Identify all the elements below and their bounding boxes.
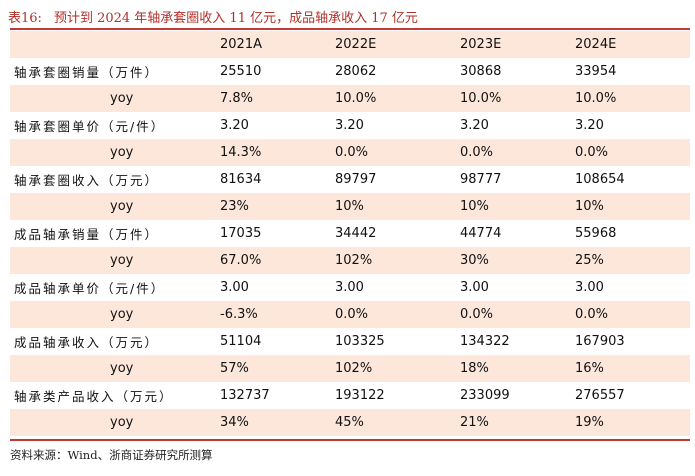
table-cell: 108654 <box>575 172 625 187</box>
table-title-text: 预计到 2024 年轴承套圈收入 11 亿元，成品轴承收入 17 亿元 <box>53 10 418 26</box>
table-cell: 0.0% <box>575 139 690 166</box>
table-row: 轴承套圈销量（万件） 25510 28062 30868 33954 <box>10 58 690 85</box>
row-label: yoy <box>10 247 220 274</box>
table-row: yoy 57% 102% 18% 16% <box>10 355 690 382</box>
table-row: 成品轴承销量（万件） 17035 34442 44774 55968 <box>10 220 690 247</box>
table-cell: 3.00 <box>575 280 604 295</box>
table-cell: 25510 <box>220 64 262 79</box>
row-label: yoy <box>10 85 220 112</box>
table-cell: 25% <box>575 247 690 274</box>
table-cell: 10.0% <box>575 85 690 112</box>
table-cell: 34% <box>220 409 335 436</box>
table-body: 轴承套圈销量（万件） 25510 28062 30868 33954 yoy 7.8% 10.… <box>10 58 690 436</box>
table-cell: 7.8% <box>220 85 335 112</box>
table-cell: 55968 <box>575 226 617 241</box>
table-cell: 3.00 <box>335 280 364 295</box>
header-row: 2021A 2022E 2023E 2024E <box>10 31 690 58</box>
table-row: 轴承类产品收入（万元） 132737 193122 233099 276557 <box>10 382 690 409</box>
table-row: 成品轴承单价（元/件） 3.00 3.00 3.00 3.00 <box>10 274 690 301</box>
row-label: yoy <box>10 409 220 436</box>
table-row: yoy 23% 10% 10% 10% <box>10 193 690 220</box>
source-note: 资料来源：Wind、浙商证券研究所测算 <box>10 448 213 462</box>
row-label: yoy <box>10 193 220 220</box>
table-row: yoy 34% 45% 21% 19% <box>10 409 690 436</box>
row-label: 成品轴承销量（万件） <box>14 227 160 242</box>
table-cell: 233099 <box>460 388 510 403</box>
row-label: 轴承套圈销量（万件） <box>14 65 160 80</box>
table-cell: 132737 <box>220 388 270 403</box>
table-cell: 276557 <box>575 388 625 403</box>
table-cell: 103325 <box>335 334 385 349</box>
table-cell: 0.0% <box>460 301 575 328</box>
row-label: yoy <box>10 301 220 328</box>
table-cell: 10% <box>575 193 690 220</box>
table-cell: 0.0% <box>575 301 690 328</box>
table-cell: 10.0% <box>335 85 460 112</box>
table-cell: 98777 <box>460 172 502 187</box>
header-cell-2023e: 2023E <box>460 31 575 58</box>
header-cell-label <box>10 31 220 58</box>
table-cell: 30868 <box>460 64 502 79</box>
row-label: yoy <box>10 139 220 166</box>
table-cell: 167903 <box>575 334 625 349</box>
table-cell: 3.00 <box>220 280 249 295</box>
table-cell: 10.0% <box>460 85 575 112</box>
table-cell: 0.0% <box>460 139 575 166</box>
table-row: 轴承套圈单价（元/件） 3.20 3.20 3.20 3.20 <box>10 112 690 139</box>
row-label: 轴承套圈单价（元/件） <box>14 119 166 134</box>
row-label: 成品轴承单价（元/件） <box>14 281 166 296</box>
table-cell: 30% <box>460 247 575 274</box>
table-cell: 16% <box>575 355 690 382</box>
table-cell: 0.0% <box>335 301 460 328</box>
table-cell: 3.20 <box>575 118 604 133</box>
table-cell: 44774 <box>460 226 502 241</box>
table-cell: 34442 <box>335 226 377 241</box>
table-cell: 3.20 <box>335 118 364 133</box>
data-table: 2021A 2022E 2023E 2024E 轴承套圈销量（万件） 25510 2… <box>10 31 690 436</box>
table-cell: -6.3% <box>220 301 335 328</box>
top-rule <box>10 28 690 30</box>
table-cell: 102% <box>335 247 460 274</box>
table-number: 表16: <box>8 10 42 26</box>
table-cell: 3.20 <box>220 118 249 133</box>
table-cell: 81634 <box>220 172 262 187</box>
row-label: 成品轴承收入（万元） <box>14 335 160 350</box>
table-cell: 10% <box>460 193 575 220</box>
header-cell-2021a: 2021A <box>220 31 335 58</box>
table-row: yoy 67.0% 102% 30% 25% <box>10 247 690 274</box>
row-label: 轴承类产品收入（万元） <box>14 389 174 404</box>
table-cell: 21% <box>460 409 575 436</box>
table-cell: 134322 <box>460 334 510 349</box>
table-cell: 51104 <box>220 334 262 349</box>
table-cell: 45% <box>335 409 460 436</box>
table-cell: 57% <box>220 355 335 382</box>
header-cell-2022e: 2022E <box>335 31 460 58</box>
table-cell: 19% <box>575 409 690 436</box>
table-cell: 3.20 <box>460 118 489 133</box>
table-row: yoy 14.3% 0.0% 0.0% 0.0% <box>10 139 690 166</box>
table-cell: 89797 <box>335 172 377 187</box>
row-label: yoy <box>10 355 220 382</box>
header-cell-2024e: 2024E <box>575 31 690 58</box>
bottom-rule <box>10 439 690 441</box>
table-cell: 18% <box>460 355 575 382</box>
table-cell: 0.0% <box>335 139 460 166</box>
table-cell: 33954 <box>575 64 617 79</box>
table-cell: 102% <box>335 355 460 382</box>
table-row: yoy 7.8% 10.0% 10.0% 10.0% <box>10 85 690 112</box>
table-row: 轴承套圈收入（万元） 81634 89797 98777 108654 <box>10 166 690 193</box>
table-cell: 3.00 <box>460 280 489 295</box>
table-cell: 67.0% <box>220 247 335 274</box>
table-cell: 28062 <box>335 64 377 79</box>
table-title: 表16: 预计到 2024 年轴承套圈收入 11 亿元，成品轴承收入 17 亿元 <box>8 5 418 27</box>
table-cell: 14.3% <box>220 139 335 166</box>
table-row: 成品轴承收入（万元） 51104 103325 134322 167903 <box>10 328 690 355</box>
row-label: 轴承套圈收入（万元） <box>14 173 160 188</box>
table-cell: 10% <box>335 193 460 220</box>
table-row: yoy -6.3% 0.0% 0.0% 0.0% <box>10 301 690 328</box>
table-cell: 23% <box>220 193 335 220</box>
table-cell: 193122 <box>335 388 385 403</box>
table-cell: 17035 <box>220 226 262 241</box>
